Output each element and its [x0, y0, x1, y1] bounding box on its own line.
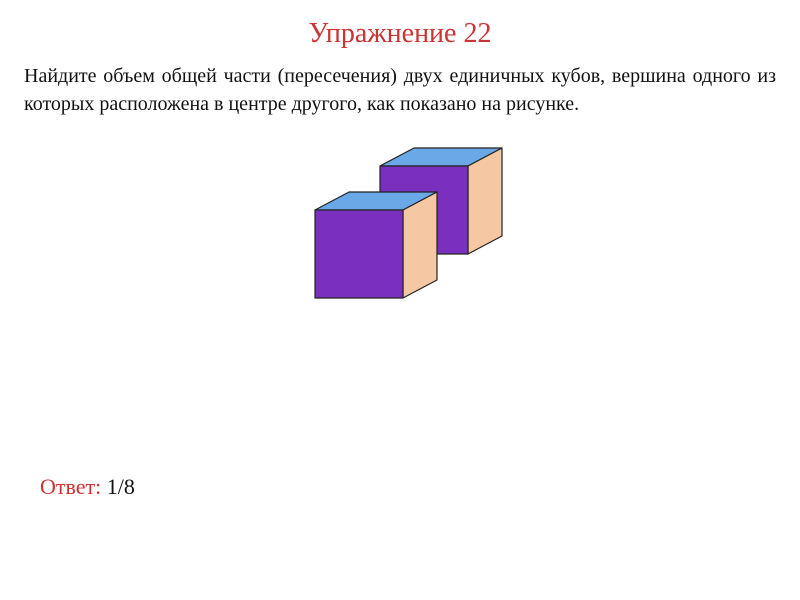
answer-value: 1/8: [107, 474, 135, 499]
diagram-container: [0, 138, 800, 338]
answer-label: Ответ:: [40, 474, 107, 499]
problem-statement: Найдите объем общей части (пересечения) …: [0, 62, 800, 118]
answer-row: Ответ: 1/8: [40, 474, 135, 500]
exercise-title: Упражнение 22: [0, 0, 800, 62]
cubes-diagram: [285, 138, 515, 338]
